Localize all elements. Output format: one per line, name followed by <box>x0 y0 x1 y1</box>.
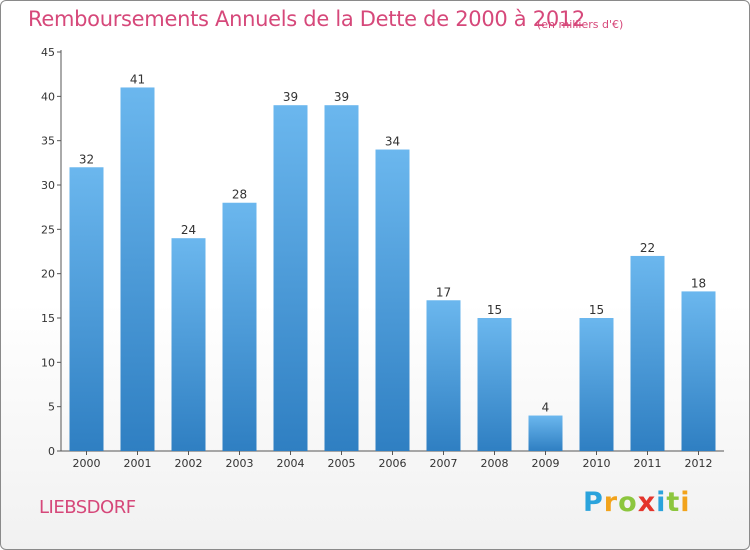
x-tick-label: 2010 <box>583 457 611 470</box>
y-tick-label: 15 <box>41 312 55 325</box>
value-label: 39 <box>283 90 298 104</box>
value-label: 34 <box>385 135 400 149</box>
x-tick-label: 2000 <box>73 457 101 470</box>
value-label: 32 <box>79 152 94 166</box>
y-tick-label: 20 <box>41 268 55 281</box>
x-tick-label: 2005 <box>328 457 356 470</box>
y-tick-label: 0 <box>48 445 55 458</box>
y-tick-label: 40 <box>41 90 55 103</box>
axes: 0 5 10 15 20 25 30 35 40 45 2000 2001 2002 2003 2004 20… <box>41 46 724 470</box>
value-label: 4 <box>542 401 550 415</box>
bar-2002 <box>171 238 206 451</box>
bar-2006 <box>375 149 410 452</box>
value-label: 24 <box>181 223 196 237</box>
x-tick-label: 2004 <box>277 457 305 470</box>
brand-logo: Proxiti <box>583 487 691 518</box>
value-label: 15 <box>589 303 604 317</box>
value-label: 22 <box>640 241 655 255</box>
chart-title: Remboursements Annuels de la Dette de 20… <box>28 7 585 31</box>
x-tick-label: 2012 <box>685 457 713 470</box>
y-tick-label: 10 <box>41 356 55 369</box>
x-tick-label: 2001 <box>124 457 152 470</box>
bar-2001 <box>120 87 155 451</box>
x-tick-label: 2009 <box>532 457 560 470</box>
x-tick-label: 2008 <box>481 457 509 470</box>
value-label: 39 <box>334 90 349 104</box>
value-label: 28 <box>232 188 247 202</box>
y-tick-label: 45 <box>41 46 55 59</box>
bar-2005 <box>324 105 359 451</box>
value-label: 15 <box>487 303 502 317</box>
x-tick-label: 2006 <box>379 457 407 470</box>
value-label: 17 <box>436 285 451 299</box>
x-tick-label: 2007 <box>430 457 458 470</box>
bars: 32 41 24 28 39 39 34 17 15 4 15 22 18 <box>69 72 716 452</box>
x-tick-label: 2002 <box>175 457 203 470</box>
bar-2004 <box>273 105 308 451</box>
x-tick-label: 2011 <box>634 457 662 470</box>
value-label: 41 <box>130 72 145 86</box>
y-tick-label: 35 <box>41 135 55 148</box>
bar-2009 <box>528 415 563 451</box>
bar-2003 <box>222 202 257 451</box>
bar-2012 <box>681 291 716 451</box>
value-label: 18 <box>691 276 706 290</box>
y-tick-label: 5 <box>48 401 55 414</box>
bar-2007 <box>426 300 461 451</box>
y-tick-label: 30 <box>41 179 55 192</box>
bar-2008 <box>477 318 512 451</box>
location-name: LIEBSDORF <box>39 497 136 518</box>
chart-subtitle: (en milliers d'€) <box>537 18 624 31</box>
bar-2000 <box>69 167 104 451</box>
x-tick-label: 2003 <box>226 457 254 470</box>
bar-2010 <box>579 318 614 451</box>
y-tick-label: 25 <box>41 223 55 236</box>
bar-2011 <box>630 255 665 451</box>
